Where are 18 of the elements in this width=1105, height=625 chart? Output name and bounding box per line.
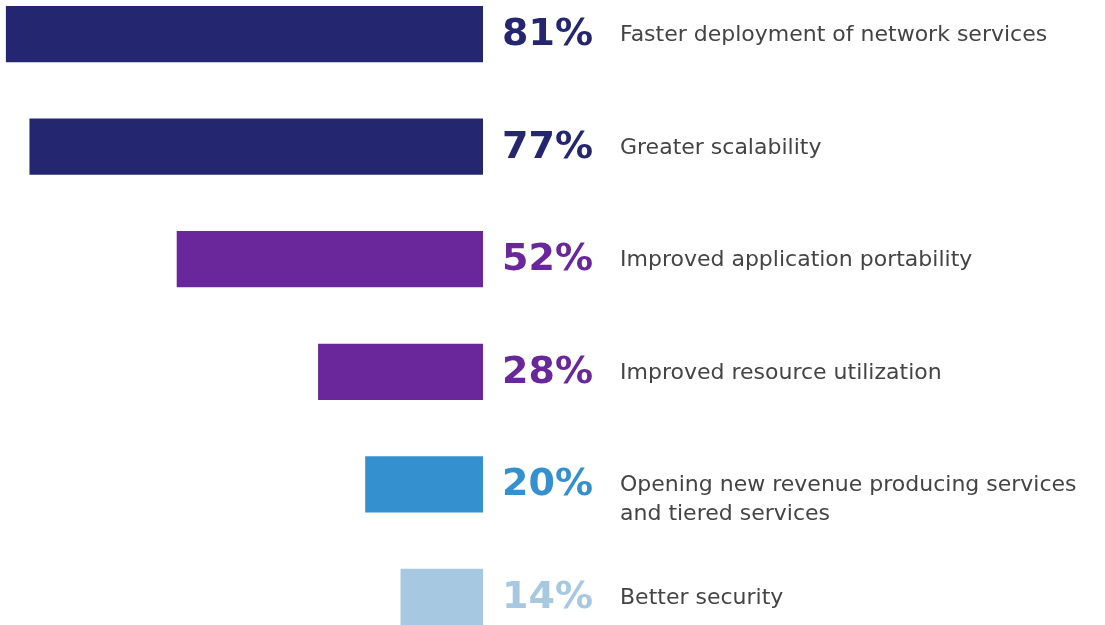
data-label: 52%	[502, 235, 593, 280]
bar	[400, 568, 483, 625]
data-label: 20%	[502, 460, 593, 505]
y-tick-label: Opening new revenue producing services and tiered services	[620, 471, 1077, 526]
data-label: 81%	[502, 10, 593, 55]
data-label: 14%	[502, 572, 593, 617]
y-tick-label: Improved resource utilization	[620, 358, 942, 384]
bar	[29, 118, 483, 175]
bar	[318, 343, 483, 400]
data-label: 28%	[502, 347, 593, 392]
data-label: 77%	[502, 122, 593, 167]
y-tick-label: Greater scalability	[620, 133, 822, 159]
bar	[5, 6, 483, 63]
bar	[176, 231, 483, 288]
y-tick-label: Improved application portability	[620, 246, 973, 272]
bar	[365, 456, 483, 513]
y-tick-label: Faster deployment of network services	[620, 21, 1048, 47]
y-tick-label: Better security	[620, 583, 784, 609]
